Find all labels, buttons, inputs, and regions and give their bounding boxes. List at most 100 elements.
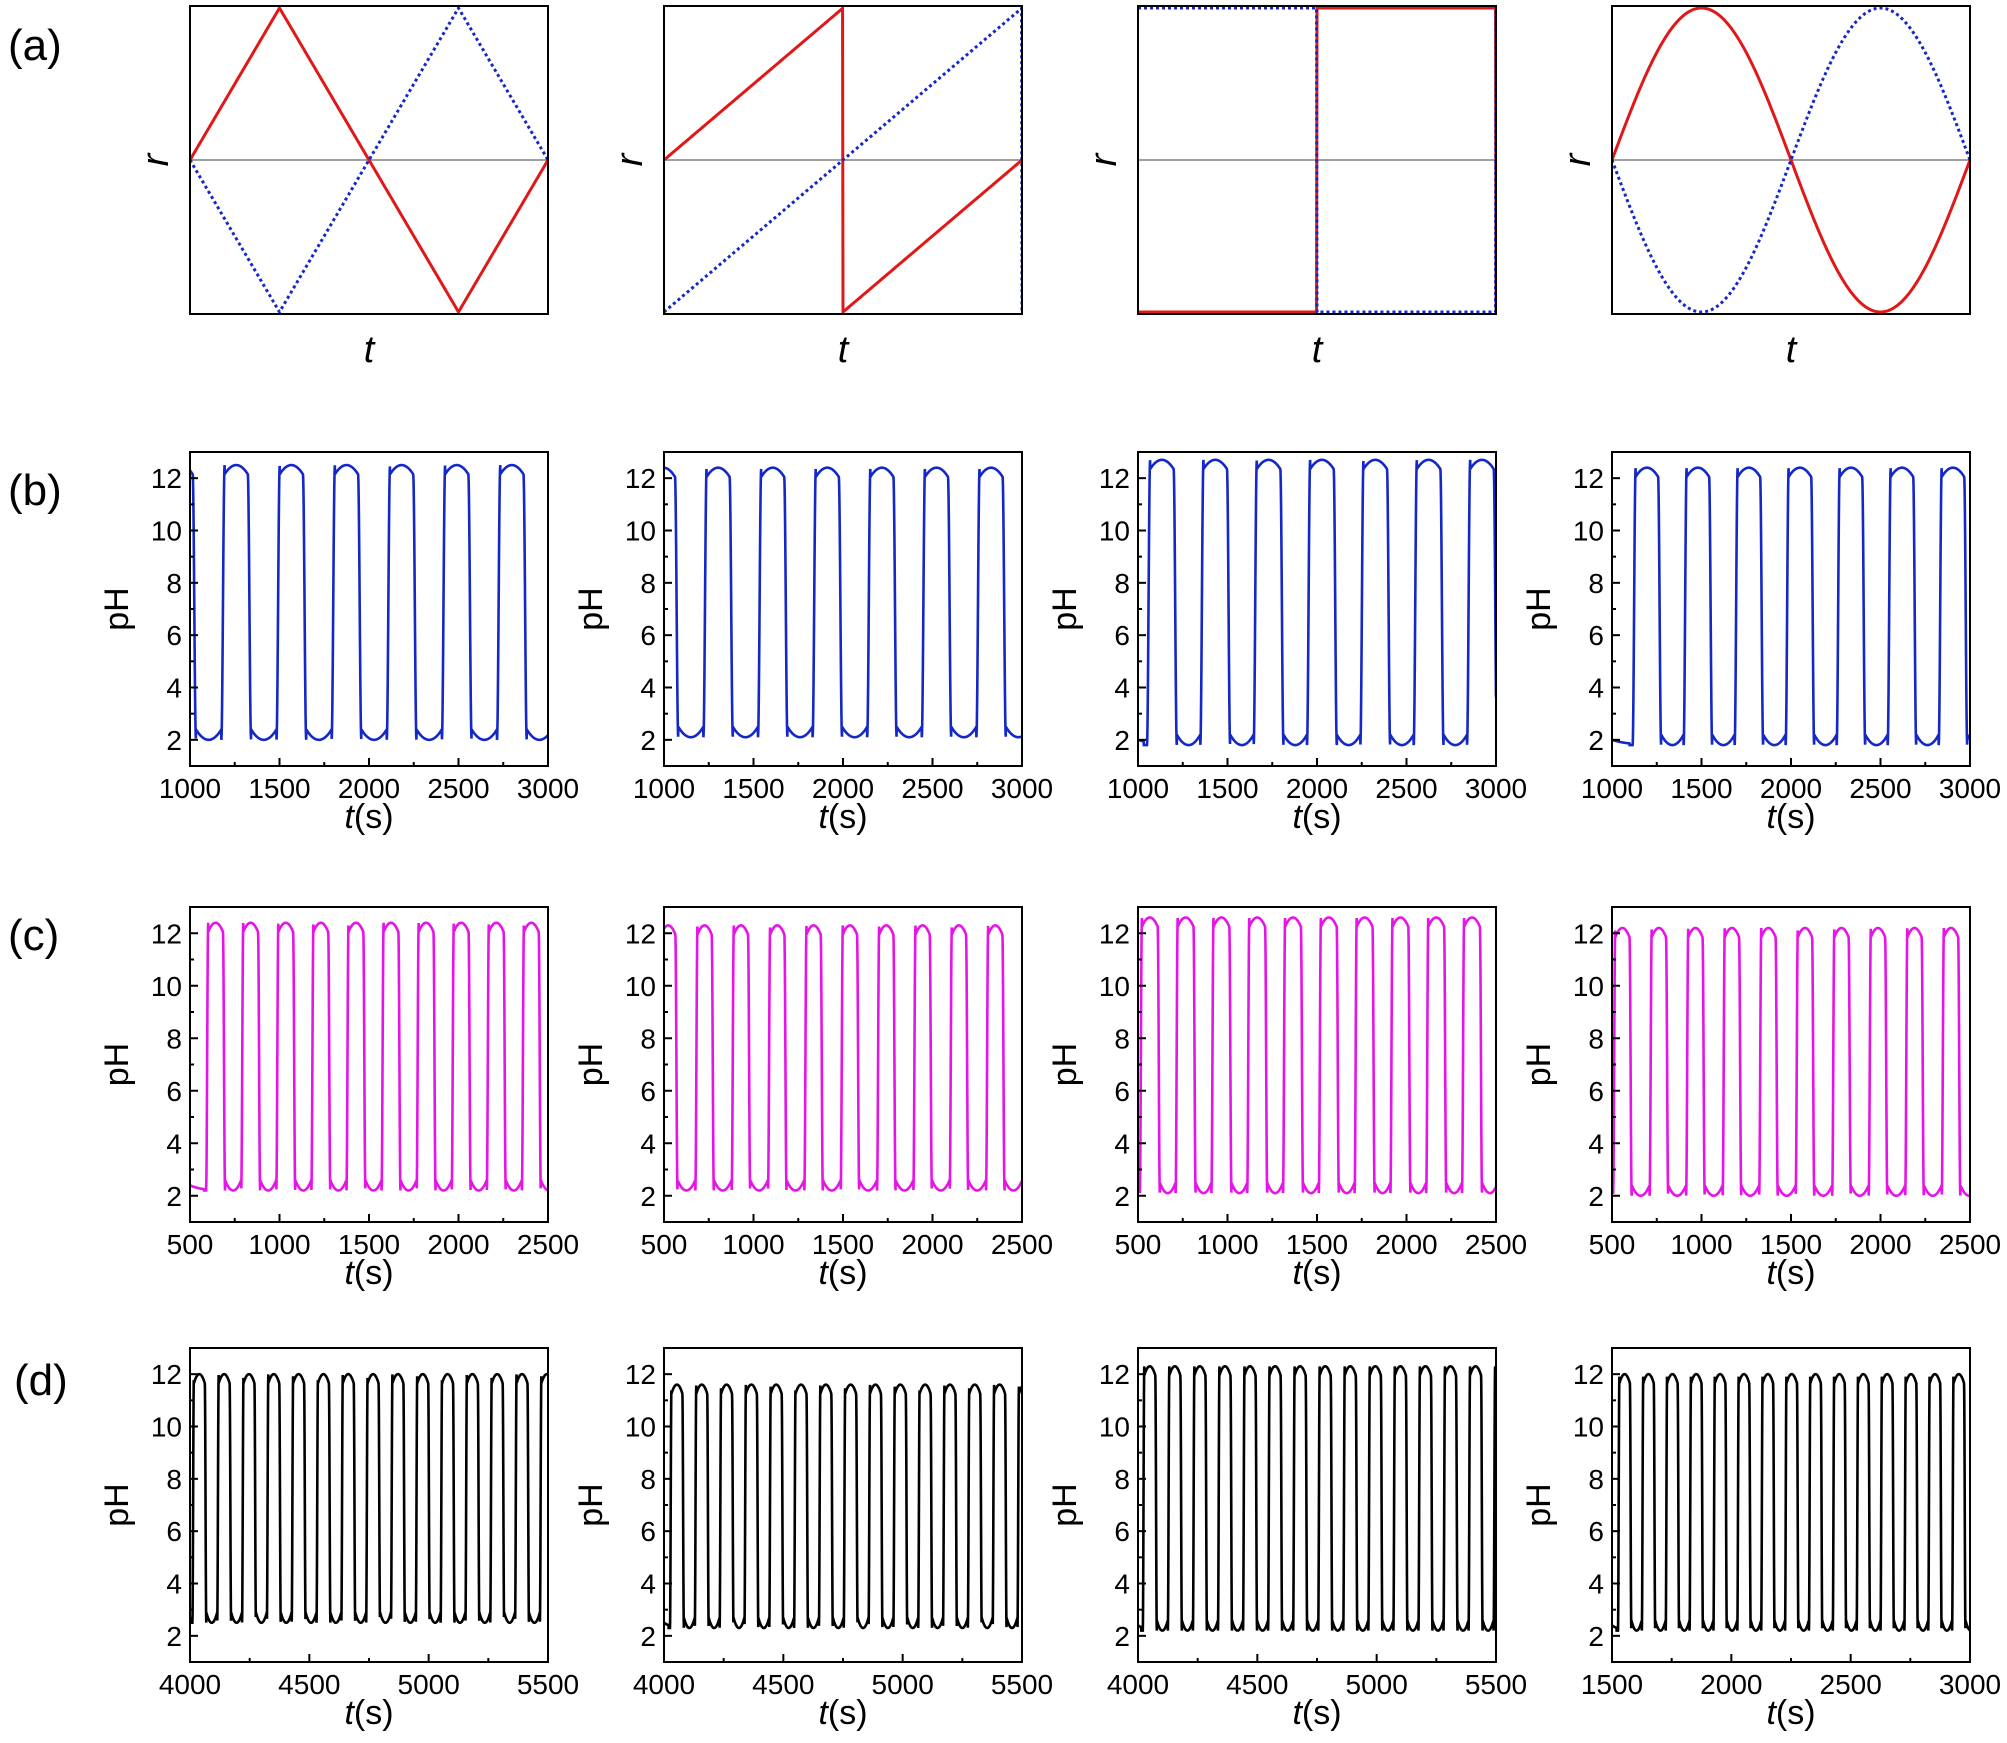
y-tick-label: 8 — [1114, 1023, 1130, 1054]
y-tick-label: 4 — [1114, 1569, 1130, 1600]
x-tick-label: 2500 — [1375, 773, 1437, 804]
chart-panel-d3: 4000 4500 5000 5500 2 4 6 8 10 12 t(s) pH — [1046, 1347, 1527, 1732]
x-tick-label: 5000 — [398, 1669, 460, 1700]
x-tick-label: 1000 — [159, 773, 221, 804]
series-line-ph — [1138, 916, 1496, 1195]
y-tick-label: 6 — [166, 1516, 182, 1547]
x-axis-label-unit: (s) — [828, 1694, 868, 1732]
x-axis-label-var: t — [1292, 798, 1303, 836]
x-tick-label: 1500 — [338, 1229, 400, 1260]
series-line-ph — [190, 463, 548, 742]
series-line-ph — [1138, 1365, 1496, 1632]
chart-panel-d1: 4000 4500 5000 5500 2 4 6 8 10 12 t(s) pH — [98, 1347, 579, 1732]
x-tick-label: 1000 — [1670, 1229, 1732, 1260]
y-axis-label: r — [1557, 152, 1599, 166]
y-axis-label: pH — [572, 587, 610, 630]
y-tick-label: 12 — [625, 1359, 656, 1390]
y-tick-label: 6 — [1588, 1076, 1604, 1107]
x-axis-label-var: t — [818, 1694, 829, 1732]
series-line-ph — [190, 1372, 548, 1625]
x-tick-label: 1000 — [248, 1229, 310, 1260]
x-axis-label-unit: (s) — [1776, 798, 1816, 836]
x-tick-label: 1500 — [1760, 1229, 1822, 1260]
plot-frame — [1137, 5, 1497, 315]
y-tick-label: 8 — [166, 1023, 182, 1054]
y-tick-label: 2 — [1588, 1181, 1604, 1212]
series-line-solid — [1612, 6, 1970, 314]
row-label: (c) — [8, 911, 59, 960]
y-axis-label: pH — [98, 587, 136, 630]
y-tick-label: 4 — [1588, 1128, 1604, 1159]
x-axis-label-unit: (s) — [1302, 1694, 1342, 1732]
y-tick-label: 2 — [640, 1621, 656, 1652]
y-tick-label: 6 — [640, 620, 656, 651]
x-tick-label: 500 — [1115, 1229, 1162, 1260]
x-axis-label: t(s) — [818, 1254, 867, 1292]
row-label: (d) — [14, 1356, 68, 1405]
x-tick-label: 1500 — [812, 1229, 874, 1260]
x-tick-label: 2500 — [991, 1229, 1053, 1260]
x-axis-label-var: t — [344, 1254, 355, 1292]
x-axis-label-unit: (s) — [1302, 1254, 1342, 1292]
y-tick-label: 12 — [625, 463, 656, 494]
y-axis-label: pH — [1046, 1043, 1084, 1086]
y-tick-label: 4 — [166, 673, 182, 704]
series-line-solid — [664, 6, 1022, 314]
x-tick-label: 4000 — [1107, 1669, 1169, 1700]
x-axis-label-unit: (s) — [1776, 1254, 1816, 1292]
x-tick-label: 1000 — [722, 1229, 784, 1260]
y-tick-label: 12 — [151, 1359, 182, 1390]
x-tick-label: 2000 — [901, 1229, 963, 1260]
x-tick-label: 4000 — [159, 1669, 221, 1700]
y-tick-label: 2 — [166, 1181, 182, 1212]
y-tick-label: 2 — [1588, 725, 1604, 756]
x-tick-label: 2500 — [517, 1229, 579, 1260]
x-tick-label: 3000 — [517, 773, 579, 804]
plot-frame — [1137, 1347, 1497, 1663]
y-tick-label: 2 — [1114, 725, 1130, 756]
y-tick-label: 12 — [625, 918, 656, 949]
y-tick-label: 8 — [1588, 568, 1604, 599]
x-tick-label: 1500 — [1286, 1229, 1348, 1260]
y-tick-label: 4 — [1114, 673, 1130, 704]
y-tick-label: 10 — [151, 971, 182, 1002]
y-tick-label: 12 — [1099, 463, 1130, 494]
x-tick-label: 5500 — [1465, 1669, 1527, 1700]
y-tick-label: 10 — [625, 1412, 656, 1443]
series-line-ph — [664, 924, 1022, 1192]
y-axis-label: pH — [1520, 1043, 1558, 1086]
x-tick-label: 4500 — [752, 1669, 814, 1700]
x-axis-label: t(s) — [1766, 1254, 1815, 1292]
x-tick-label: 2500 — [1465, 1229, 1527, 1260]
chart-panel-a1: tr — [135, 5, 549, 371]
x-tick-label: 3000 — [1939, 773, 2001, 804]
x-tick-label: 1000 — [1107, 773, 1169, 804]
y-tick-label: 8 — [640, 1023, 656, 1054]
chart-panel-b4: 1000 1500 2000 2500 3000 2 4 6 8 10 12 t(s) pH — [1520, 451, 2001, 836]
y-tick-label: 10 — [1573, 1412, 1604, 1443]
y-tick-label: 6 — [1114, 620, 1130, 651]
series-line-ph — [1612, 926, 1970, 1198]
y-axis-label: r — [135, 152, 177, 166]
y-tick-label: 6 — [166, 1076, 182, 1107]
x-tick-label: 1500 — [722, 773, 784, 804]
row-label: (a) — [8, 21, 62, 70]
x-axis-label: t — [838, 329, 850, 371]
y-tick-label: 8 — [166, 568, 182, 599]
y-tick-label: 6 — [1114, 1516, 1130, 1547]
series-line-dotted — [1612, 6, 1970, 314]
x-axis-label-var: t — [1766, 1254, 1777, 1292]
y-tick-label: 8 — [1588, 1464, 1604, 1495]
y-tick-label: 4 — [640, 1128, 656, 1159]
x-axis-label-var: t — [1766, 1694, 1777, 1732]
y-tick-label: 10 — [1573, 516, 1604, 547]
y-tick-label: 2 — [640, 725, 656, 756]
series-line-ph — [190, 921, 548, 1192]
y-tick-label: 10 — [1099, 1412, 1130, 1443]
x-axis-label-var: t — [1766, 798, 1777, 836]
y-tick-label: 2 — [166, 1621, 182, 1652]
y-tick-label: 10 — [1099, 971, 1130, 1002]
series-line-ph — [1138, 458, 1496, 747]
